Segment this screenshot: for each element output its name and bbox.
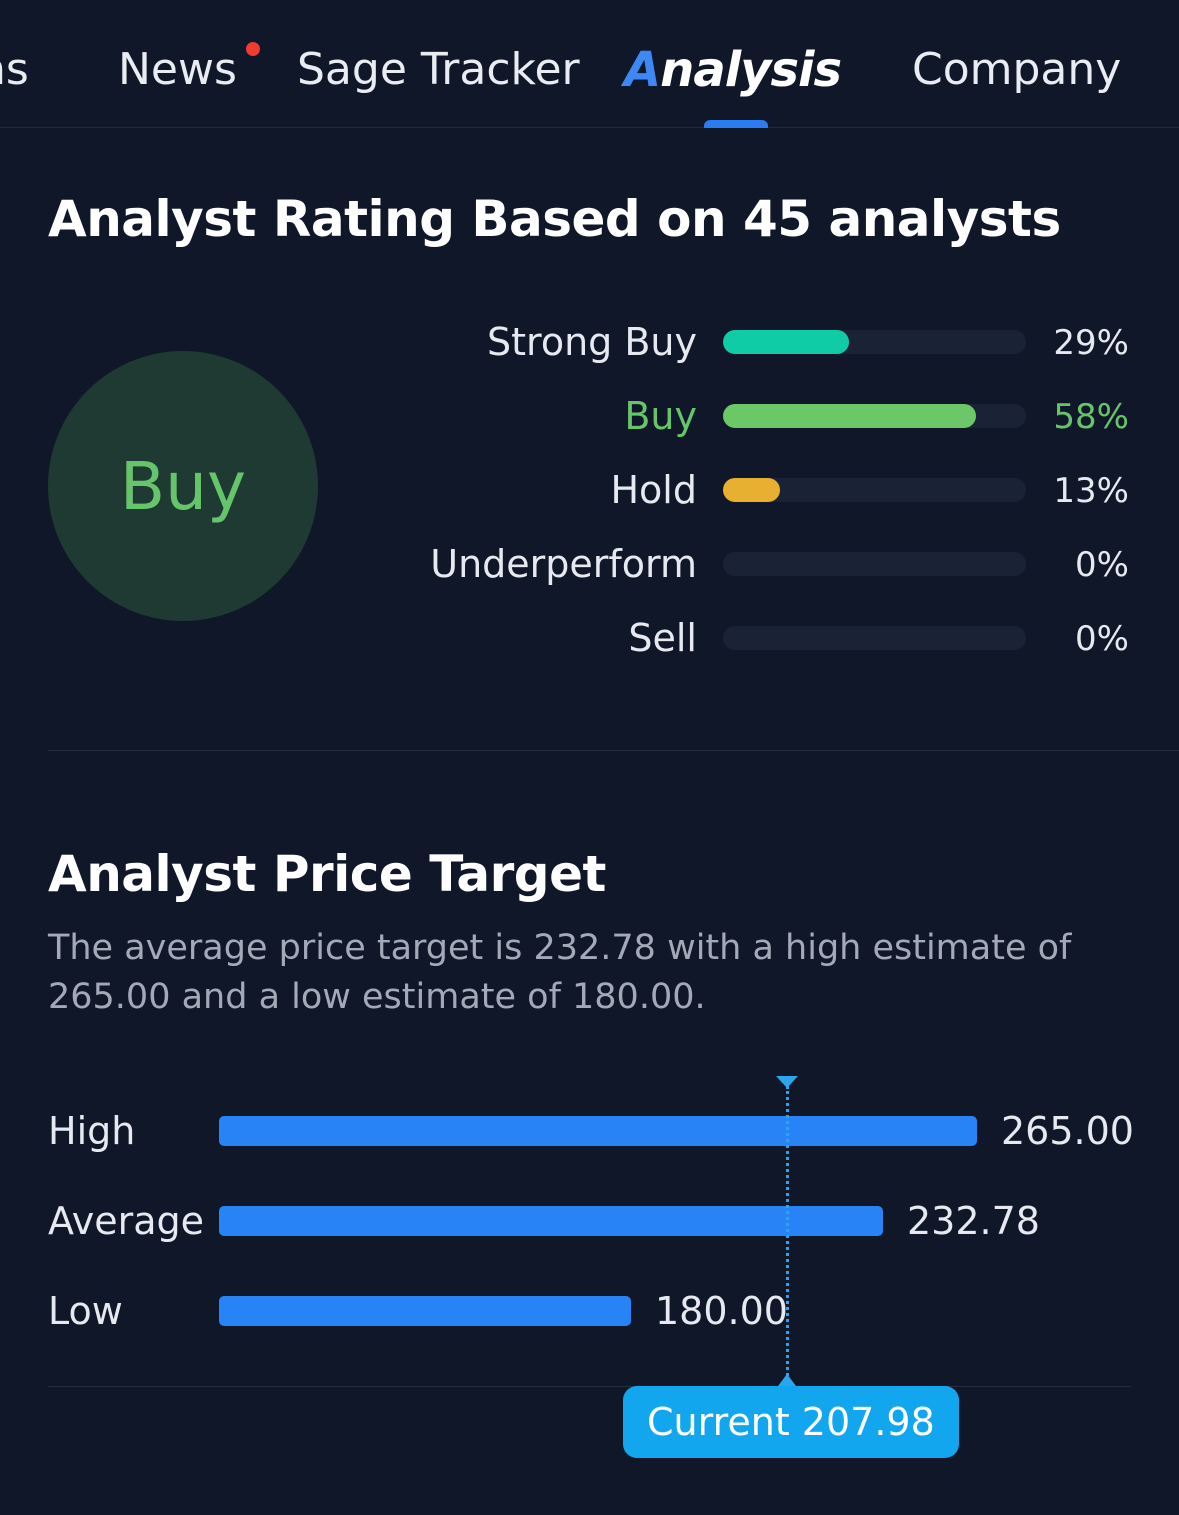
current-price-marker-top	[776, 1076, 798, 1088]
rating-bar-track	[723, 330, 1026, 354]
rating-bar-fill	[723, 330, 849, 354]
tab-analysis-initial: A	[624, 42, 661, 98]
rating-percent: 0%	[1075, 619, 1129, 659]
rating-row: Sell 0%	[0, 607, 1179, 667]
rating-row: Strong Buy 29%	[0, 311, 1179, 371]
tab-sage-tracker[interactable]: Sage Tracker	[297, 40, 580, 100]
price-target-value: 232.78	[907, 1199, 1040, 1243]
price-target-value: 265.00	[1001, 1109, 1134, 1153]
news-notification-dot	[246, 42, 260, 56]
rating-row: Hold 13%	[0, 459, 1179, 519]
rating-bar-fill	[723, 404, 976, 428]
tab-company[interactable]: Company	[912, 40, 1121, 100]
tab-news[interactable]: News	[118, 40, 237, 100]
current-price-line	[786, 1086, 789, 1382]
price-target-bar	[219, 1206, 883, 1236]
price-target-row: High 265.00	[0, 1101, 1179, 1161]
chart-baseline	[48, 1386, 1131, 1387]
tab-analysis[interactable]: Analysis	[624, 40, 842, 100]
price-target-label: Low	[48, 1289, 123, 1333]
rating-percent: 29%	[1053, 323, 1129, 363]
price-target-row: Low 180.00	[0, 1281, 1179, 1341]
rating-label: Sell	[628, 616, 697, 660]
rating-percent: 58%	[1053, 397, 1129, 437]
rating-bar-track	[723, 552, 1026, 576]
tab-analysis-label: nalysis	[660, 42, 842, 98]
rating-row: Buy 58%	[0, 385, 1179, 445]
rating-percent: 0%	[1075, 545, 1129, 585]
rating-label: Underperform	[430, 542, 697, 586]
analyst-rating-title: Analyst Rating Based on 45 analysts	[48, 190, 1061, 248]
price-target-description: The average price target is 232.78 with …	[48, 928, 1072, 1017]
active-tab-indicator	[704, 120, 768, 128]
consensus-rating-label: Buy	[119, 447, 247, 525]
current-price-badge: Current 207.98	[623, 1386, 959, 1458]
tab-sage-tracker-label: Sage Tracker	[297, 44, 580, 95]
price-target-label: Average	[48, 1199, 205, 1243]
rating-label: Buy	[624, 394, 697, 438]
rating-bar-track	[723, 626, 1026, 650]
rating-label: Hold	[610, 468, 697, 512]
rating-label: Strong Buy	[487, 320, 697, 364]
price-target-row: Average 232.78	[0, 1191, 1179, 1251]
section-divider	[48, 750, 1179, 751]
price-target-value: 180.00	[655, 1289, 788, 1333]
rating-row: Underperform 0%	[0, 533, 1179, 593]
price-target-bar	[219, 1116, 977, 1146]
price-target-bar	[219, 1296, 631, 1326]
price-target-label: High	[48, 1109, 136, 1153]
tab-company-label: Company	[912, 44, 1122, 95]
tab-partial-label: ns	[0, 44, 29, 95]
price-target-title: Analyst Price Target	[48, 845, 606, 903]
rating-bar-track	[723, 478, 1026, 502]
tab-news-label: News	[118, 44, 237, 95]
rating-bar-fill	[723, 478, 780, 502]
consensus-rating-badge: Buy	[48, 351, 318, 621]
rating-bar-track	[723, 404, 1026, 428]
tab-bar: ns News Sage Tracker Analysis Company	[0, 0, 1179, 128]
tab-partial[interactable]: ns	[0, 40, 56, 100]
current-price-marker-bottom	[778, 1374, 796, 1386]
rating-percent: 13%	[1053, 471, 1129, 511]
